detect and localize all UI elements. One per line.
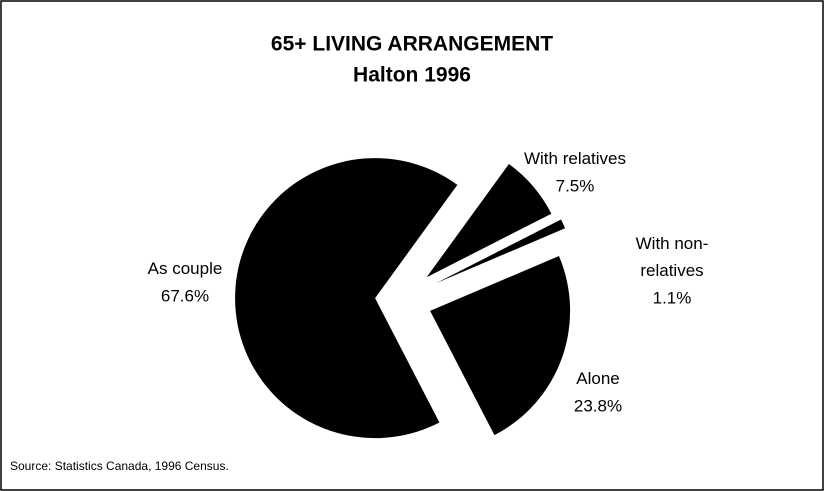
value-label: 67.6% xyxy=(161,286,209,305)
category-label: With non-relatives xyxy=(636,234,709,280)
chart-subtitle: Halton 1996 xyxy=(353,64,471,87)
pie-slice xyxy=(426,164,552,278)
value-label: 23.8% xyxy=(574,396,622,415)
pie-slice xyxy=(235,158,458,439)
value-label: 1.1% xyxy=(653,288,692,307)
category-label: As couple xyxy=(148,259,223,278)
category-label: Alone xyxy=(576,369,619,388)
pie-slice xyxy=(436,219,566,284)
value-label: 7.5% xyxy=(556,176,595,195)
pie-slice xyxy=(430,256,571,436)
category-label: With relatives xyxy=(524,149,626,168)
chart-title: 65+ LIVING ARRANGEMENT xyxy=(271,33,553,56)
source-note: Source: Statistics Canada, 1996 Census. xyxy=(10,459,229,473)
